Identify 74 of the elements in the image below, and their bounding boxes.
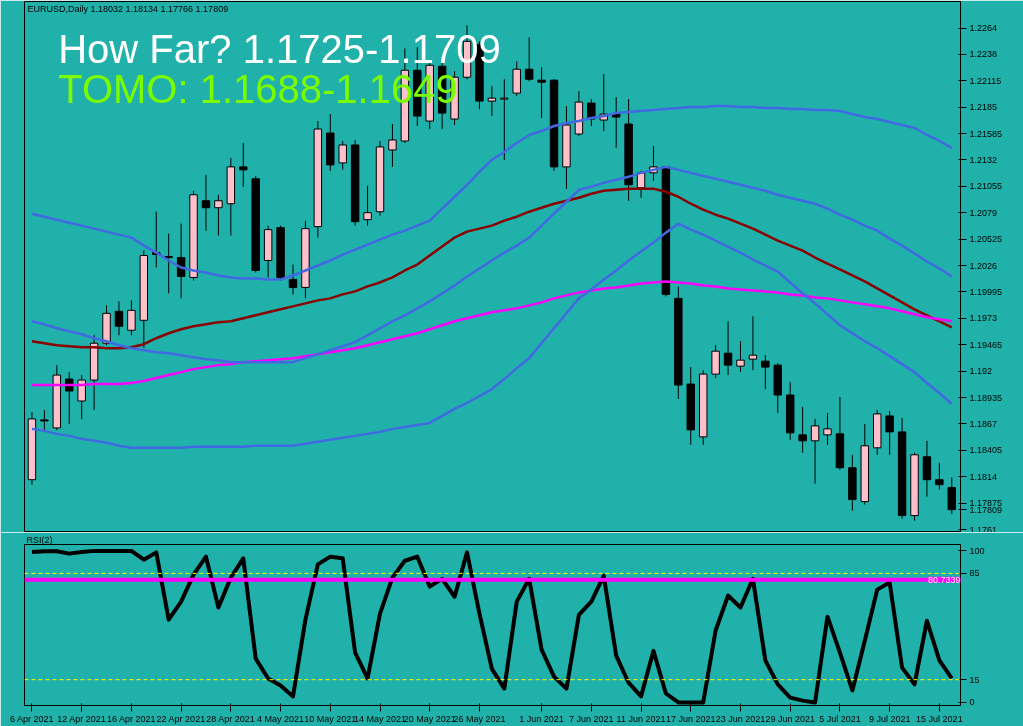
candlestick [736, 340, 745, 373]
candlestick [487, 85, 497, 117]
line-series [30, 165, 954, 364]
y-tick-label: 1.19465 [969, 339, 1003, 350]
x-tick-label: 4 May 2021 [257, 713, 305, 724]
candlestick [512, 60, 521, 97]
candlestick [388, 123, 397, 168]
y-tick-label: 1.2079 [969, 207, 998, 218]
candlestick [201, 174, 211, 232]
candlestick [524, 36, 534, 82]
candlestick [723, 320, 733, 376]
x-tick-label: 11 Jun 2021 [616, 713, 666, 724]
y-tick-label: 1.18405 [969, 445, 1003, 456]
candlestick [885, 410, 894, 456]
x-tick-label: 22 Apr 2021 [156, 713, 206, 724]
y-tick-label: 1.2238 [969, 49, 998, 60]
y-tick-label: 1.1867 [969, 418, 998, 429]
y-tick-label: 1.2132 [969, 154, 998, 165]
ref-line-label: 80.7339 [927, 574, 961, 585]
y-tick-label: 15 [969, 674, 980, 685]
chart-title: RSI(2) [26, 534, 53, 545]
y-tick-label: 1.1814 [969, 471, 998, 482]
candlestick [127, 299, 136, 336]
candlestick [338, 140, 347, 171]
y-tick-label: 1.18935 [969, 392, 1003, 403]
line-series [30, 104, 954, 281]
y-tick-label: 1.2026 [969, 260, 998, 271]
x-tick-label: 15 Jul 2021 [916, 713, 963, 724]
candlestick [810, 418, 820, 485]
candlestick [363, 185, 372, 227]
y-tick-label: 0 [969, 697, 975, 708]
candlestick [114, 300, 124, 336]
candlestick [537, 66, 546, 119]
candlestick [214, 194, 223, 237]
x-tick-label: 16 Apr 2021 [106, 713, 156, 724]
candlestick [761, 354, 770, 390]
y-tick-label: 1.20525 [969, 234, 1003, 245]
candlestick [77, 374, 86, 420]
x-tick-label: 23 Jun 2021 [715, 713, 766, 724]
y-tick-label: 1.21055 [969, 181, 1003, 192]
y-tick-label: 1.2185 [969, 102, 998, 113]
candlestick [823, 412, 832, 446]
x-tick-label: 1 Jun 2021 [519, 713, 564, 724]
candlestick [947, 476, 957, 515]
y-tick-label: 1.21585 [969, 128, 1003, 139]
y-tick-label: 1.192 [969, 366, 993, 377]
x-tick-label: 7 Jun 2021 [569, 713, 614, 724]
x-tick-label: 29 Jun 2021 [765, 713, 815, 724]
candlestick [711, 344, 720, 379]
candlestick [239, 142, 248, 188]
candlestick [40, 409, 49, 431]
x-tick-label: 12 Apr 2021 [57, 713, 106, 724]
candlestick [164, 233, 173, 294]
y-tick-label: 1.2264 [969, 23, 998, 34]
y-tick-label: 1.22115 [969, 75, 1002, 86]
candlestick [500, 78, 509, 161]
candlestick [748, 315, 758, 371]
x-tick-label: 17 Jun 2021 [665, 713, 716, 724]
x-tick-label: 28 Apr 2021 [206, 713, 255, 724]
y-tick-label: 85 [969, 568, 980, 579]
line-series [30, 222, 954, 450]
y-tick-label: 1.1973 [969, 313, 998, 324]
candlestick [798, 406, 807, 454]
y-tick-label: 1.1761 [969, 524, 998, 535]
y-tick-label: 100 [969, 545, 985, 556]
candlestick [922, 440, 932, 498]
x-tick-label: 5 Jul 2021 [819, 713, 861, 724]
candlestick [611, 96, 621, 149]
y-tick-label: 1.19995 [969, 286, 1003, 297]
x-tick-label: 9 Jul 2021 [868, 713, 911, 724]
chart-title: EURUSD,Daily 1.18032 1.18134 1.17766 1.17809 [27, 3, 229, 14]
candlestick [935, 462, 944, 491]
candlestick [288, 264, 298, 295]
x-tick-label: 6 Apr 2021 [9, 713, 54, 724]
